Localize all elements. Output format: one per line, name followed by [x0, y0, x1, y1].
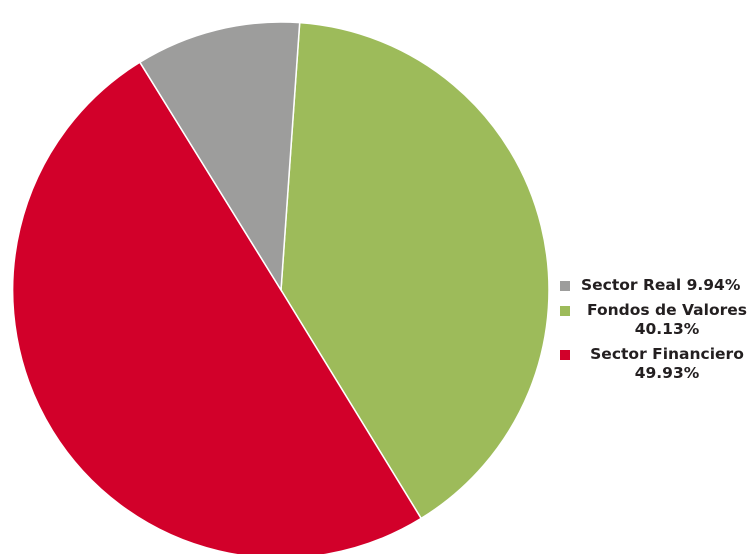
legend: Sector Real 9.94% Fondos de Valores 40.1… — [556, 276, 753, 389]
legend-swatch-sector-real — [560, 281, 570, 291]
pie-slice-sector-financiero — [11, 61, 423, 554]
legend-item-fondos-de-valores: Fondos de Valores 40.13% — [556, 301, 753, 339]
legend-item-sector-real: Sector Real 9.94% — [556, 276, 753, 295]
legend-item-sector-financiero: Sector Financiero 49.93% — [556, 345, 753, 383]
legend-label-sector-real: Sector Real 9.94% — [581, 276, 741, 294]
legend-label-sector-financiero: Sector Financiero 49.93% — [590, 345, 744, 382]
legend-label-fondos-de-valores: Fondos de Valores 40.13% — [587, 301, 747, 338]
legend-swatch-fondos-de-valores — [560, 306, 570, 316]
pie-slices — [11, 21, 550, 554]
legend-swatch-sector-financiero — [560, 350, 570, 360]
pie-slice-fondos-de-valores — [280, 21, 550, 520]
pie-slice-sector-real — [138, 21, 301, 293]
